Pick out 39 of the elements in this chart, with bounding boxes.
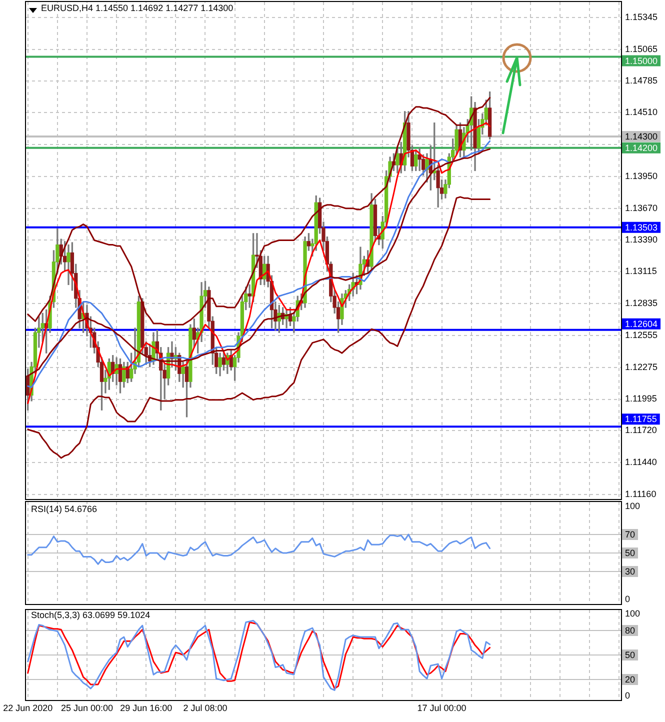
ref-line-label: 70 — [625, 529, 636, 540]
x-tick-label: 29 Jun 16:00 — [120, 702, 172, 713]
chart-title: RSI(14) 54.6766 — [30, 504, 98, 515]
y-tick-label: 1.13950 — [625, 170, 658, 181]
y-tick-label: 1.14785 — [625, 76, 658, 86]
ref-line-label: 1.15000 — [625, 56, 658, 66]
y-tick-label: 1.15345 — [625, 12, 658, 22]
ref-line-label: 50 — [625, 650, 636, 660]
chart-title: EURUSD,H4 1.14550 1.14692 1.14277 1.14300 — [40, 3, 234, 14]
ref-line-label: 80 — [625, 625, 636, 636]
y-tick-label: 1.11440 — [625, 457, 657, 468]
x-tick-label: 22 Jun 2020 — [3, 702, 53, 713]
y-tick-label: 0 — [625, 594, 630, 604]
ref-line-label: 1.13503 — [625, 222, 658, 232]
y-tick-label: 100 — [625, 608, 640, 619]
ref-line-label: 1.11755 — [625, 414, 657, 424]
x-tick-label: 25 Jun 00:00 — [60, 702, 113, 713]
chart-title: Stoch(5,3,3) 63.0699 59.1024 — [30, 610, 152, 621]
ref-line-label: 1.14200 — [625, 142, 658, 153]
ref-line-label: 1.12604 — [625, 318, 658, 329]
y-tick-label: 1.12555 — [625, 330, 658, 340]
y-tick-label: 1.12835 — [625, 298, 658, 308]
y-tick-label: 0 — [625, 690, 630, 700]
y-tick-label: 1.11720 — [625, 425, 657, 436]
y-tick-label: 1.11995 — [625, 394, 657, 404]
ref-line-label: 30 — [625, 566, 636, 577]
y-tick-label: 1.15065 — [625, 44, 658, 54]
ref-line-label: 50 — [625, 548, 636, 558]
x-tick-label: 17 Jul 00:00 — [417, 702, 466, 713]
x-tick-label: 2 Jul 08:00 — [183, 702, 228, 713]
y-tick-label: 1.13390 — [625, 234, 658, 245]
y-tick-label: 100 — [625, 501, 640, 512]
y-tick-label: 1.14510 — [625, 107, 658, 118]
y-tick-label: 1.12275 — [625, 362, 658, 372]
y-tick-label: 1.13670 — [625, 202, 658, 213]
ref-line-label: 1.14300 — [625, 131, 658, 142]
y-tick-label: 1.13115 — [625, 266, 657, 276]
y-tick-label: 1.11160 — [625, 488, 656, 499]
ref-line-label: 20 — [625, 674, 636, 685]
